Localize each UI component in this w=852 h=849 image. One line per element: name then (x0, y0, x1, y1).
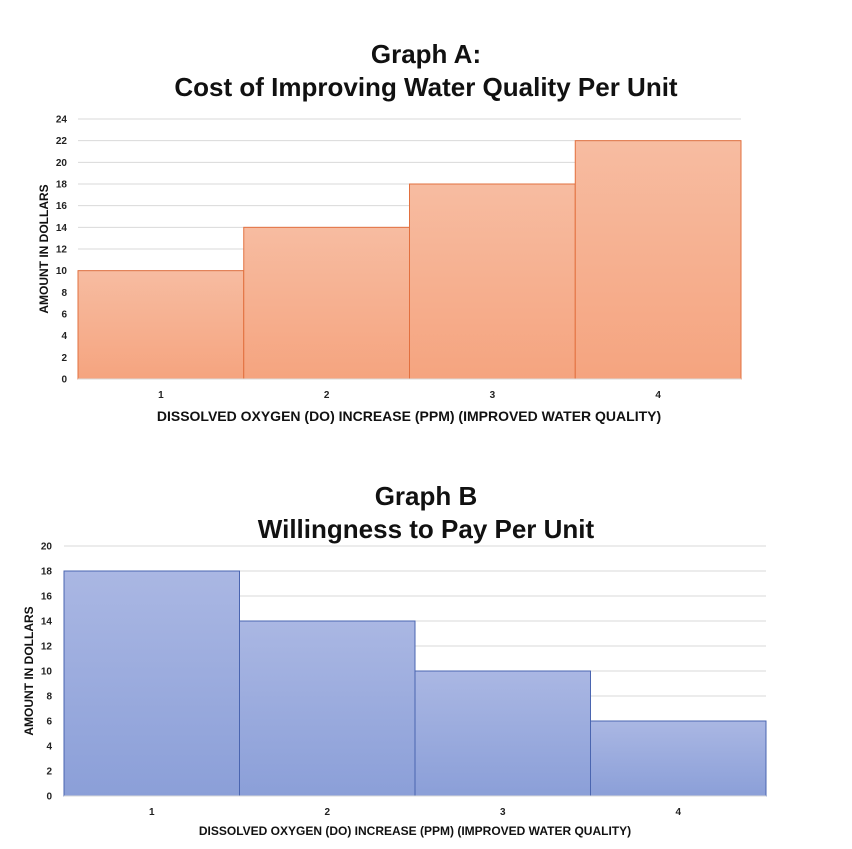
y-tick-label: 2 (61, 353, 67, 364)
y-tick-label: 18 (41, 567, 53, 578)
y-tick-label: 4 (61, 331, 67, 342)
y-tick-label: 18 (56, 180, 68, 191)
bar (77, 270, 245, 380)
y-tick-label: 10 (41, 667, 53, 678)
y-tick-label: 22 (56, 136, 68, 147)
x-tick-label: 2 (324, 807, 330, 818)
y-axis-title: AMOUNT IN DOLLARS (22, 606, 36, 735)
chart-graph-b: Graph B Willingness to Pay Per Unit 0 2 4 6… (0, 470, 852, 849)
x-tick-label: 1 (149, 807, 155, 818)
y-tick-label: 4 (46, 742, 52, 753)
x-axis-title: DISSOLVED OXYGEN (DO) INCREASE (PPM) (IM… (157, 408, 661, 424)
x-tick-label: 4 (655, 390, 661, 401)
y-tick-label: 6 (61, 310, 67, 321)
y-tick-label: 0 (61, 375, 67, 386)
x-tick-label: 3 (490, 390, 496, 401)
x-tick-label: 2 (324, 390, 330, 401)
x-tick-label: 4 (675, 807, 681, 818)
y-tick-label: 6 (46, 717, 52, 728)
chart-a-subtitle: Cost of Improving Water Quality Per Unit (174, 72, 678, 102)
y-tick-label: 0 (46, 792, 52, 803)
y-tick-label: 14 (56, 223, 68, 234)
bar (414, 670, 591, 797)
bar (409, 183, 576, 380)
y-axis-title: AMOUNT IN DOLLARS (37, 184, 51, 313)
y-tick-label: 20 (41, 542, 53, 553)
bar (590, 720, 767, 797)
y-tick-label: 14 (41, 617, 53, 628)
bar (239, 620, 416, 797)
y-tick-label: 20 (56, 158, 68, 169)
bar (243, 226, 410, 380)
x-axis-title: DISSOLVED OXYGEN (DO) INCREASE (PPM) (IM… (199, 824, 631, 838)
chart-a-title: Graph A: (370, 39, 482, 69)
y-tick-label: 10 (56, 266, 68, 277)
y-tick-label: 8 (46, 692, 52, 703)
y-tick-label: 16 (56, 201, 68, 212)
chart-b-title: Graph B (374, 481, 478, 511)
bar (574, 140, 742, 380)
x-tick-label: 1 (158, 390, 164, 401)
y-tick-label: 16 (41, 592, 53, 603)
chart-graph-a: Graph A: Cost of Improving Water Quality… (37, 39, 742, 424)
y-tick-label: 8 (61, 288, 67, 299)
y-tick-label: 24 (56, 115, 68, 126)
y-tick-label: 12 (41, 642, 53, 653)
chart-b-subtitle: Willingness to Pay Per Unit (257, 514, 595, 544)
y-tick-label: 12 (56, 245, 68, 256)
y-tick-label: 2 (46, 767, 52, 778)
bar (63, 570, 240, 797)
x-tick-label: 3 (500, 807, 506, 818)
